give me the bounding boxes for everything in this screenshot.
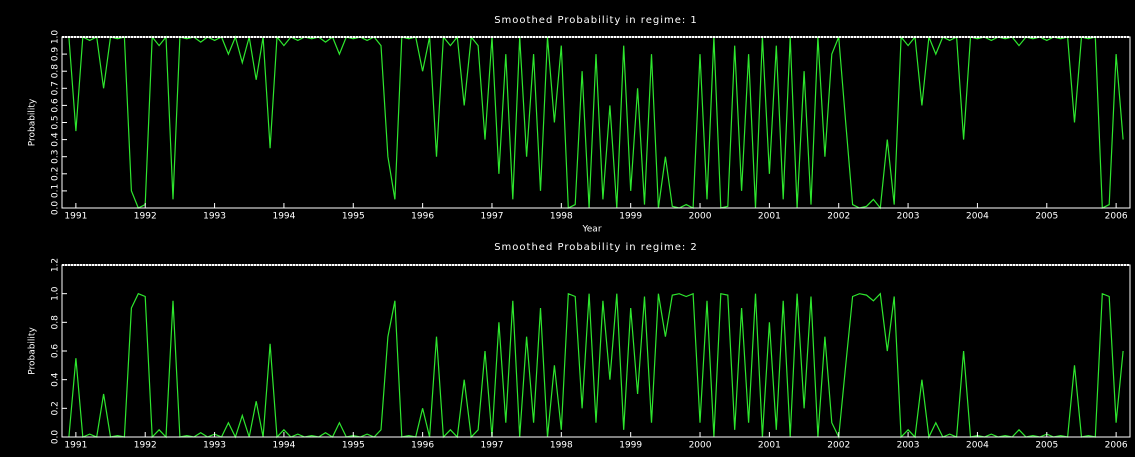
x-tick-label: 2005 [1035, 441, 1058, 451]
x-tick-label: 1991 [64, 212, 87, 222]
x-tick-label: 1995 [342, 441, 365, 451]
x-tick-label: 1992 [134, 441, 157, 451]
y-tick-label: 0.4 [51, 132, 61, 147]
x-tick-label: 1995 [342, 212, 365, 222]
y-tick-label: 0.1 [51, 184, 61, 198]
y-tick-label: 0.8 [51, 64, 61, 79]
y-tick-label: 1.0 [51, 286, 61, 301]
y-axis-label: Probability [28, 327, 38, 375]
x-tick-label: 1994 [272, 212, 295, 222]
x-tick-label: 2000 [689, 212, 712, 222]
x-tick-label: 1992 [134, 212, 157, 222]
plot-frame [61, 264, 1131, 438]
y-tick-label: 0.3 [51, 150, 61, 164]
x-axis-label: Year [581, 225, 601, 235]
x-tick-label: 1993 [203, 212, 226, 222]
x-tick-label: 1997 [481, 212, 504, 222]
y-tick-label: 0.0 [51, 201, 61, 216]
x-tick-label: 1993 [203, 441, 226, 451]
x-tick-label: 2004 [966, 212, 989, 222]
y-tick-label: 1.2 [51, 258, 61, 272]
y-tick-label: 0.6 [51, 98, 61, 113]
y-tick-label: 0.7 [51, 81, 61, 95]
x-tick-label: 2000 [689, 441, 712, 451]
y-axis-label: Probability [28, 98, 38, 146]
y-tick-label: 0.0 [51, 430, 61, 445]
x-tick-label: 2003 [897, 441, 920, 451]
x-tick-label: 1994 [272, 441, 295, 451]
x-tick-label: 2002 [827, 212, 850, 222]
y-tick-label: 0.8 [51, 315, 61, 330]
x-tick-label: 2001 [758, 212, 781, 222]
x-tick-label: 2004 [966, 441, 989, 451]
x-tick-label: 2002 [827, 441, 850, 451]
x-tick-label: 1991 [64, 441, 87, 451]
y-tick-label: 0.4 [51, 372, 61, 387]
x-tick-label: 1998 [550, 441, 573, 451]
x-tick-label: 1999 [619, 212, 642, 222]
x-tick-label: 2006 [1105, 441, 1128, 451]
x-tick-label: 2005 [1035, 212, 1058, 222]
x-tick-label: 1996 [411, 212, 434, 222]
y-tick-label: 0.2 [51, 401, 61, 415]
x-tick-label: 1998 [550, 212, 573, 222]
x-tick-label: 1996 [411, 441, 434, 451]
data-line [68, 35, 1124, 210]
x-tick-label: 1997 [481, 441, 504, 451]
y-tick-label: 0.2 [51, 167, 61, 181]
y-tick-label: 0.6 [51, 344, 61, 359]
x-tick-label: 2001 [758, 441, 781, 451]
x-tick-label: 1999 [619, 441, 642, 451]
chart-title: Smoothed Probability in regime: 2 [494, 242, 698, 253]
y-tick-label: 1.0 [51, 30, 61, 45]
y-tick-label: 0.9 [51, 47, 61, 62]
data-line [68, 292, 1124, 440]
chart-title: Smoothed Probability in regime: 1 [494, 15, 698, 26]
x-tick-label: 2006 [1105, 212, 1128, 222]
x-tick-label: 2003 [897, 212, 920, 222]
y-tick-label: 0.5 [51, 115, 61, 129]
